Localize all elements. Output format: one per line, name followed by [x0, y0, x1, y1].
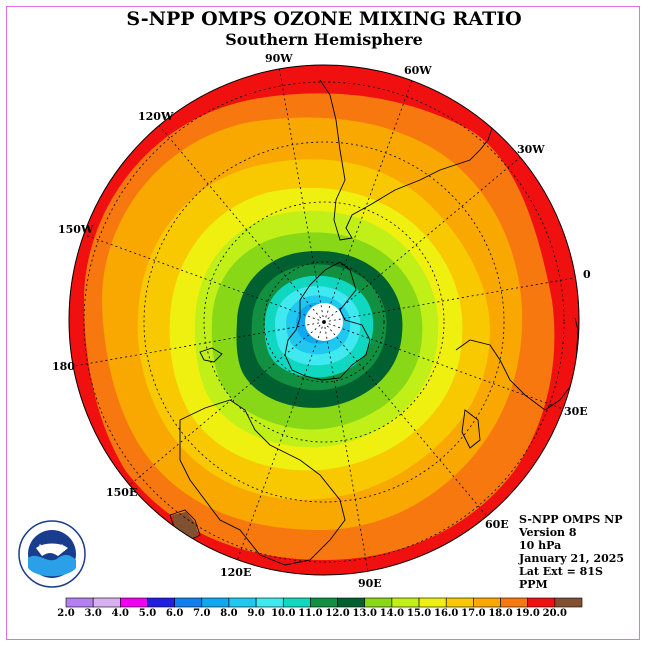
- meridian-line: [124, 321, 325, 490]
- info-units: PPM: [519, 578, 548, 591]
- lon-label-120e: 120E: [220, 566, 252, 579]
- pole-marker: [322, 320, 326, 324]
- lon-label-90w: 90W: [265, 52, 293, 65]
- meridians: [69, 65, 579, 575]
- colorbar-tick-label: 15.0: [406, 608, 432, 619]
- lon-label-0: 0: [583, 268, 591, 281]
- colorbar-tick-label: 20.0: [542, 608, 567, 619]
- figure-subtitle: Southern Hemisphere: [225, 30, 423, 49]
- info-version: Version 8: [519, 526, 577, 539]
- meridian-line: [323, 321, 492, 522]
- info-pressure-level: 10 hPa: [519, 539, 562, 552]
- colorbar-tick-label: 9.0: [247, 608, 265, 619]
- lon-label-150w: 150W: [58, 223, 94, 236]
- meridian-line: [323, 154, 524, 323]
- colorbar-tick-label: 16.0: [434, 608, 459, 619]
- lon-label-60w: 60W: [404, 64, 432, 77]
- info-date: January 21, 2025: [519, 552, 625, 565]
- colorbar-tick-label: 3.0: [84, 608, 102, 619]
- colorbar-tick-label: 5.0: [138, 608, 157, 619]
- meridian-line: [234, 321, 325, 567]
- colorbar-tick-label: 14.0: [379, 608, 405, 619]
- colorbar-tick-label: 6.0: [165, 608, 184, 619]
- colorbar-tick-label: 7.0: [193, 608, 211, 619]
- figure-title: S-NPP OMPS OZONE MIXING RATIO: [126, 8, 522, 30]
- land-mask: [172, 512, 198, 539]
- lon-label-30w: 30W: [517, 143, 545, 156]
- colorbar-tick-label: 19.0: [515, 608, 540, 619]
- info-lat-extent: Lat Ext = 81S: [519, 565, 603, 578]
- meridian-line: [79, 232, 325, 323]
- colorbar-tick-label: 4.0: [111, 608, 130, 619]
- colorbar-tick-label: 10.0: [271, 608, 296, 619]
- colorbar-tick-label: 17.0: [461, 608, 486, 619]
- colorbar-tick-label: 12.0: [325, 608, 350, 619]
- info-product: S-NPP OMPS NP: [519, 513, 623, 526]
- colorbar-tick-label: 8.0: [220, 608, 238, 619]
- lon-label-180: 180: [52, 360, 75, 373]
- colorbar-tick-label: 11.0: [298, 608, 323, 619]
- info-panel: S-NPP OMPS NP Version 8 10 hPa January 2…: [519, 513, 624, 591]
- graticule: [83, 81, 565, 563]
- meridian-line: [323, 321, 569, 412]
- lon-label-60e: 60E: [485, 518, 509, 531]
- colorbar-tick-label: 13.0: [352, 608, 377, 619]
- meridian-line: [156, 122, 325, 323]
- colorbar-tick-label: 2.0: [57, 608, 75, 619]
- noaa-logo-text: NOAA: [39, 543, 66, 553]
- noaa-logo: NOAA: [18, 520, 86, 588]
- meridian-line: [278, 65, 325, 323]
- meridian-line: [323, 77, 414, 323]
- lon-label-120w: 120W: [138, 110, 174, 123]
- lon-label-90e: 90E: [358, 577, 382, 590]
- meridian-line: [323, 276, 579, 323]
- lon-label-30e: 30E: [564, 405, 588, 418]
- figure-frame: [6, 6, 640, 640]
- lon-label-150e: 150E: [106, 486, 138, 499]
- globe-outline: [68, 64, 580, 576]
- meridian-line: [69, 321, 325, 368]
- meridian-line: [323, 321, 370, 575]
- colorbar-tick-label: 18.0: [488, 608, 513, 619]
